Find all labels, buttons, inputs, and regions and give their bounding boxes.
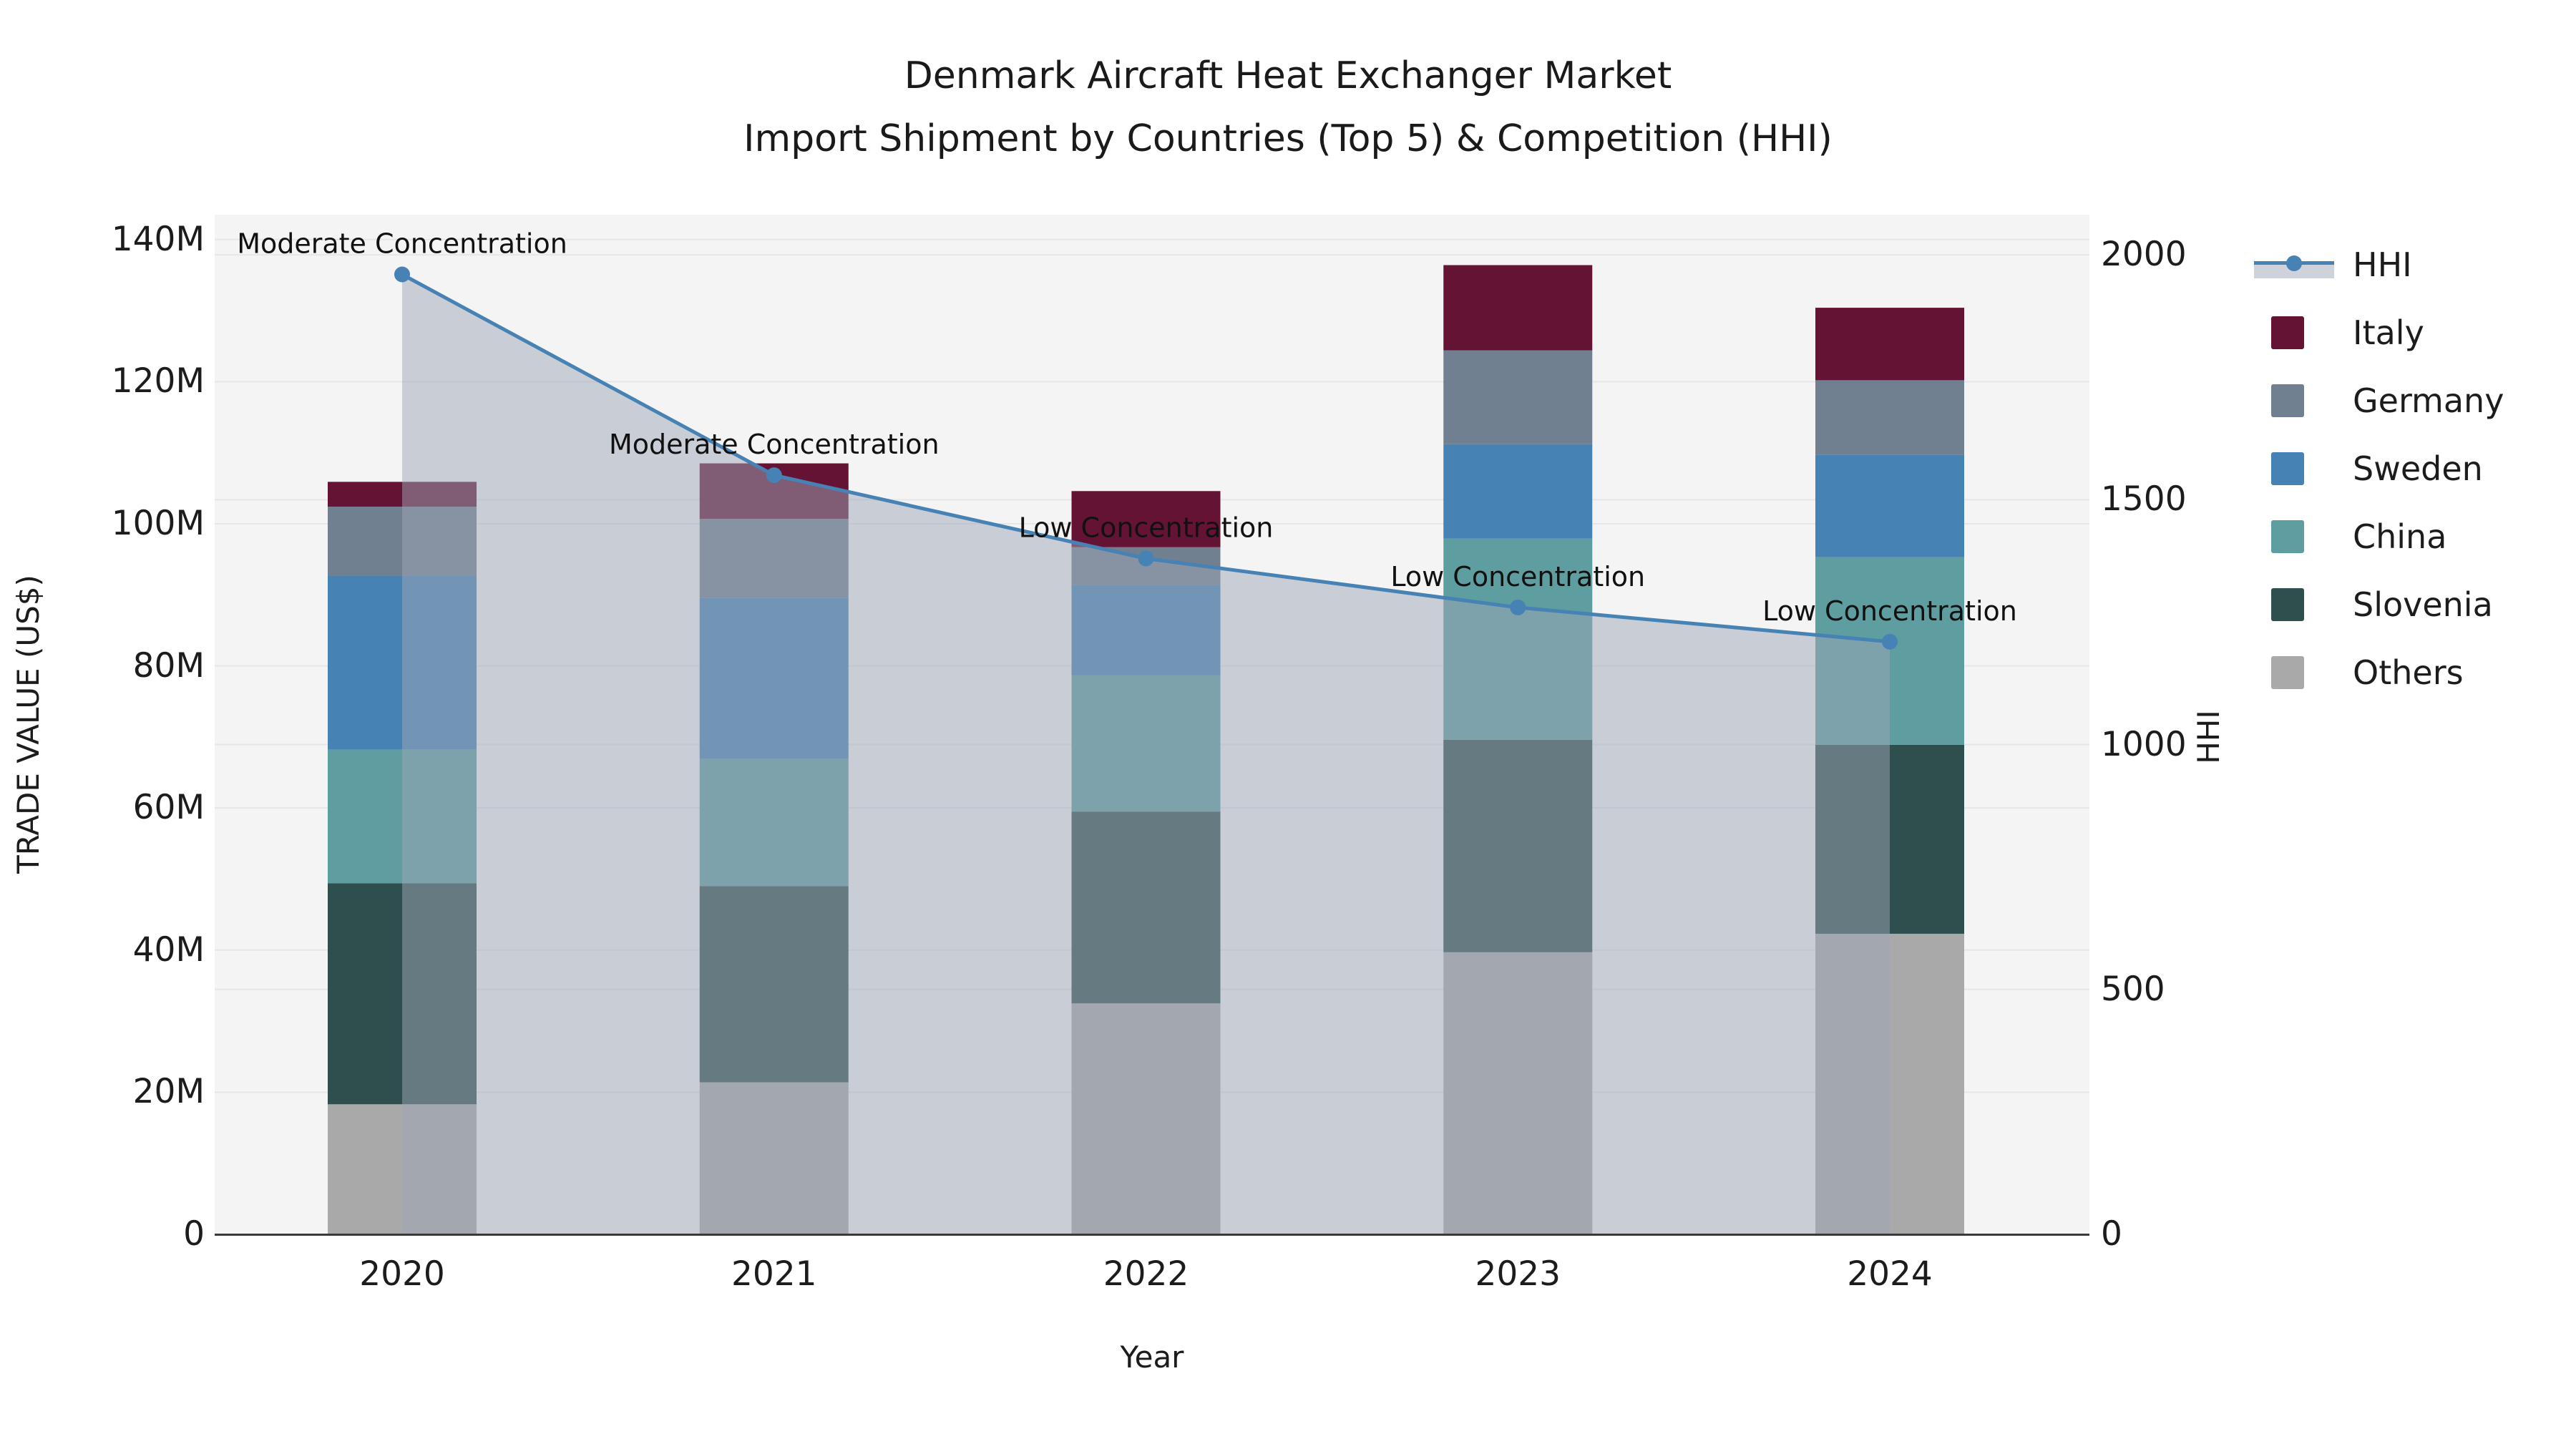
- bar-segment-2023-sweden: [1443, 444, 1593, 539]
- y-left-tick-20M: 20M: [132, 1072, 205, 1112]
- bar-segment-2024-sweden: [1815, 454, 1964, 557]
- x-tick-2020: 2020: [359, 1254, 445, 1294]
- x-axis-line: [215, 1234, 2089, 1236]
- annotation-2024: Low Concentration: [1762, 595, 2017, 627]
- y-axis-label-left: TRADE VALUE (US$): [11, 575, 46, 874]
- hhi-marker-2024: [1882, 633, 1898, 650]
- chart-title-line2: Import Shipment by Countries (Top 5) & C…: [743, 117, 1833, 160]
- legend-swatch-icon: [2254, 587, 2334, 621]
- legend-label: China: [2353, 517, 2447, 556]
- y-left-tick-80M: 80M: [132, 645, 205, 686]
- y-right-tick-1500: 1500: [2101, 479, 2187, 519]
- legend-swatch-icon: [2254, 384, 2334, 417]
- chart-title-line1: Denmark Aircraft Heat Exchanger Market: [904, 54, 1672, 97]
- bar-segment-2024-germany: [1815, 380, 1964, 455]
- annotation-2021: Moderate Concentration: [609, 429, 940, 460]
- y-right-tick-1000: 1000: [2101, 724, 2187, 764]
- legend-item-slovenia: Slovenia: [2254, 570, 2504, 638]
- y-left-tick-60M: 60M: [132, 788, 205, 828]
- bar-segment-2024-italy: [1815, 308, 1964, 381]
- hhi-line-swatch-icon: [2254, 248, 2334, 281]
- x-tick-2022: 2022: [1103, 1254, 1189, 1294]
- chart-title: Denmark Aircraft Heat Exchanger Market I…: [0, 44, 2576, 170]
- y-left-tick-140M: 140M: [111, 219, 205, 259]
- hhi-marker-2020: [394, 266, 410, 283]
- legend-swatch-icon: [2254, 655, 2334, 689]
- bar-segment-2023-italy: [1443, 265, 1593, 351]
- legend-swatch-icon: [2254, 316, 2334, 349]
- x-axis-label: Year: [1120, 1340, 1184, 1375]
- hhi-marker-2023: [1510, 599, 1526, 615]
- legend-item-china: China: [2254, 502, 2504, 570]
- plot-area: Moderate Concentration Moderate Concentra…: [215, 215, 2089, 1234]
- bar-segment-2022-italy: [1071, 491, 1221, 547]
- annotation-2023: Low Concentration: [1390, 561, 1645, 592]
- legend-item-hhi: HHI: [2254, 230, 2504, 298]
- bar-segment-2023-germany: [1443, 350, 1593, 444]
- x-tick-2023: 2023: [1475, 1254, 1561, 1294]
- legend-item-sweden: Sweden: [2254, 434, 2504, 502]
- hhi-area-fill: [402, 274, 1890, 1234]
- hhi-marker-2021: [766, 467, 782, 484]
- y-axis-label-right: HHI: [2191, 710, 2226, 764]
- legend-label: Germany: [2353, 381, 2504, 420]
- y-right-tick-0: 0: [2101, 1214, 2122, 1254]
- legend-label: Slovenia: [2353, 585, 2493, 624]
- legend-label: HHI: [2353, 245, 2412, 284]
- legend-label: Sweden: [2353, 449, 2483, 488]
- legend-label: Others: [2353, 653, 2464, 692]
- x-tick-2024: 2024: [1847, 1254, 1933, 1294]
- annotation-2020: Moderate Concentration: [237, 228, 567, 260]
- legend-label: Italy: [2353, 313, 2424, 352]
- y-left-tick-40M: 40M: [132, 930, 205, 970]
- y-left-tick-100M: 100M: [111, 503, 205, 543]
- y-left-tick-0: 0: [183, 1214, 205, 1254]
- legend-item-italy: Italy: [2254, 298, 2504, 366]
- legend-swatch-icon: [2254, 519, 2334, 553]
- y-left-tick-120M: 120M: [111, 361, 205, 401]
- legend-swatch-icon: [2254, 452, 2334, 485]
- y-right-tick-500: 500: [2101, 969, 2165, 1009]
- x-tick-2021: 2021: [731, 1254, 817, 1294]
- legend-item-germany: Germany: [2254, 366, 2504, 434]
- y-right-tick-2000: 2000: [2101, 235, 2187, 275]
- annotation-2022: Low Concentration: [1019, 512, 1274, 543]
- legend: HHI Italy Germany Sweden China Slovenia Others: [2254, 230, 2504, 706]
- hhi-marker-2022: [1138, 550, 1154, 567]
- legend-item-others: Others: [2254, 638, 2504, 706]
